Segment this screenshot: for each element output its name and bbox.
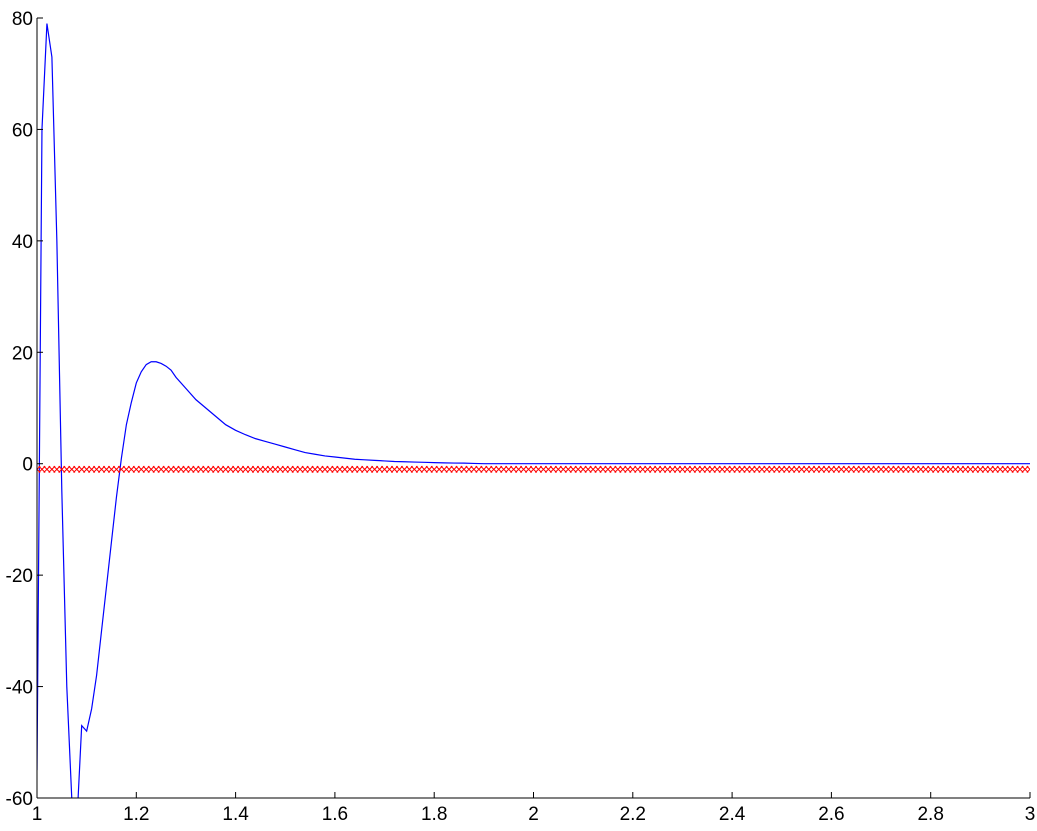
y-tick-label: -20 <box>6 566 33 587</box>
series-line-1 <box>37 23 1030 798</box>
x-tick-label: 1.2 <box>123 804 149 825</box>
x-tick-label: 1.6 <box>322 804 348 825</box>
y-tick-label: -40 <box>6 678 33 699</box>
series-markers-2 <box>37 465 1030 473</box>
x-tick-label: 2 <box>528 804 539 825</box>
x-tick-label: 2.4 <box>719 804 746 825</box>
x-tick-label: 1.8 <box>421 804 447 825</box>
x-tick-label: 2.2 <box>620 804 646 825</box>
marker-point <box>1026 465 1030 473</box>
y-tick-label: 40 <box>12 232 33 253</box>
x-tick-label: 1 <box>32 804 43 825</box>
y-tick-label: 0 <box>22 455 33 476</box>
plot-area <box>37 23 1030 798</box>
x-tick-label: 2.8 <box>917 804 943 825</box>
x-tick-label: 3 <box>1025 804 1036 825</box>
y-tick-label: -60 <box>6 789 33 810</box>
x-tick-label: 1.4 <box>222 804 249 825</box>
axes: 1 1.2 1.4 1.6 1.8 2 2.2 2.4 2.6 2.8 3 -60 -40 -20 0 20 4… <box>6 9 1036 825</box>
y-tick-label: 20 <box>12 343 33 364</box>
x-tick-label: 2.6 <box>818 804 844 825</box>
y-tick-label: 80 <box>12 9 33 30</box>
y-tick-label: 60 <box>12 120 33 141</box>
